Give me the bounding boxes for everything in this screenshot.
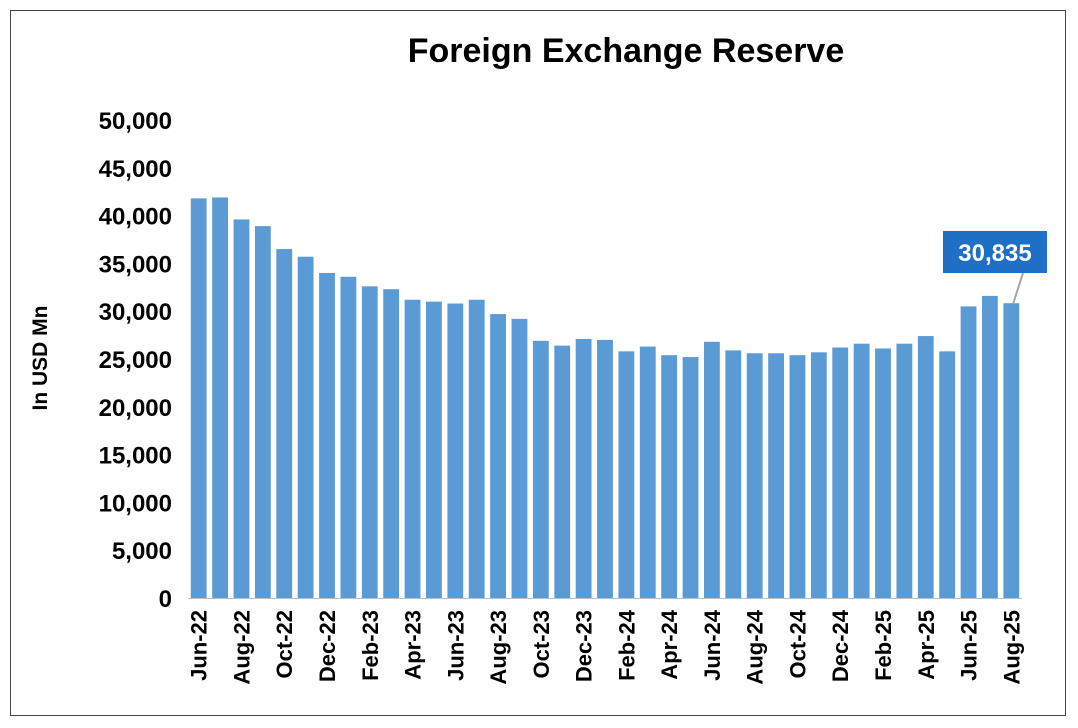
x-tick-label: Apr-24: [657, 609, 682, 679]
bar-jun-24: [704, 341, 720, 598]
bar-jun-25: [960, 306, 977, 598]
bar-sep-23: [511, 318, 528, 598]
y-tick-label: 35,000: [99, 251, 172, 278]
bar-nov-24: [810, 352, 827, 598]
callout-label: 30,835: [958, 240, 1031, 267]
bar-oct-24: [789, 355, 806, 598]
callout-leader-line: [1012, 272, 1024, 304]
bar-oct-22: [276, 249, 293, 598]
y-tick-label: 25,000: [99, 347, 172, 374]
x-tick-label: Dec-24: [828, 609, 853, 682]
y-tick-label: 20,000: [99, 395, 172, 422]
bar-apr-25: [917, 336, 934, 598]
bar-oct-23: [532, 340, 549, 598]
bar-jan-23: [340, 276, 357, 598]
y-axis-ticks: 0 5,000 10,000 15,000 20,000 25,000 30,000 35,0…: [99, 108, 172, 613]
y-tick-label: 15,000: [99, 443, 172, 470]
bar-sep-22: [254, 226, 271, 598]
bars-group: [190, 197, 1020, 598]
bar-dec-23: [575, 338, 592, 598]
callout-box: [943, 231, 1047, 273]
value-callout: 30,835: [943, 231, 1047, 304]
x-tick-label: Aug-24: [743, 609, 768, 684]
bar-jul-25: [982, 295, 998, 598]
bar-jul-24: [725, 350, 742, 598]
x-tick-label: Dec-22: [315, 610, 340, 682]
bar-jan-25: [853, 343, 870, 598]
bar-feb-25: [875, 348, 891, 598]
bar-apr-24: [661, 355, 678, 598]
bar-aug-25: [1003, 303, 1020, 598]
x-tick-label: Jun-22: [187, 610, 212, 681]
x-tick-label: Aug-25: [999, 610, 1024, 685]
bar-nov-23: [554, 345, 571, 598]
y-tick-label: 50,000: [99, 108, 172, 135]
bar-jul-23: [468, 299, 485, 598]
x-tick-label: Oct-23: [529, 610, 554, 678]
x-tick-label: Oct-24: [785, 609, 810, 678]
chart-title: Foreign Exchange Reserve: [408, 32, 845, 70]
x-tick-label: Feb-23: [358, 610, 383, 681]
x-axis-ticks: Jun-22 Aug-22 Oct-22 Dec-22 Feb-23 Apr-23 Jun-…: [187, 609, 1025, 684]
x-tick-label: Dec-23: [572, 610, 597, 682]
bar-aug-24: [746, 353, 763, 598]
bar-jan-24: [597, 339, 613, 598]
y-tick-label: 10,000: [99, 490, 172, 517]
y-tick-label: 40,000: [99, 204, 172, 231]
x-tick-label: Aug-22: [229, 610, 254, 685]
bar-nov-22: [297, 256, 314, 598]
x-tick-label: Oct-22: [272, 610, 297, 678]
bar-may-25: [939, 351, 956, 598]
x-tick-label: Feb-25: [871, 610, 896, 681]
bar-may-23: [426, 301, 442, 598]
y-tick-label: 5,000: [112, 538, 172, 565]
x-tick-label: Jun-25: [957, 610, 982, 681]
bar-dec-22: [319, 272, 335, 598]
bar-feb-23: [361, 286, 378, 598]
bar-aug-23: [490, 314, 506, 598]
bar-mar-24: [639, 346, 656, 598]
bar-jun-22: [190, 198, 207, 598]
x-tick-label: Feb-24: [614, 609, 639, 681]
y-tick-label: 45,000: [99, 156, 172, 183]
x-tick-label: Jun-24: [700, 609, 725, 681]
bar-aug-22: [233, 219, 250, 598]
x-tick-label: Aug-23: [486, 610, 511, 685]
y-tick-label: 30,000: [99, 299, 172, 326]
bar-dec-24: [832, 347, 849, 598]
x-tick-label: Apr-23: [401, 610, 426, 680]
bar-may-24: [682, 357, 699, 598]
bar-jul-22: [212, 197, 228, 598]
bar-mar-23: [383, 289, 400, 598]
bar-apr-23: [404, 299, 421, 598]
bar-sep-24: [768, 353, 784, 598]
bar-mar-25: [896, 343, 913, 598]
y-axis-label: In USD Mn: [29, 306, 52, 411]
y-tick-label: 0: [159, 586, 172, 613]
x-tick-label: Apr-25: [914, 610, 939, 680]
bar-feb-24: [618, 351, 635, 598]
x-tick-label: Jun-23: [443, 610, 468, 681]
bar-jun-23: [447, 303, 464, 598]
